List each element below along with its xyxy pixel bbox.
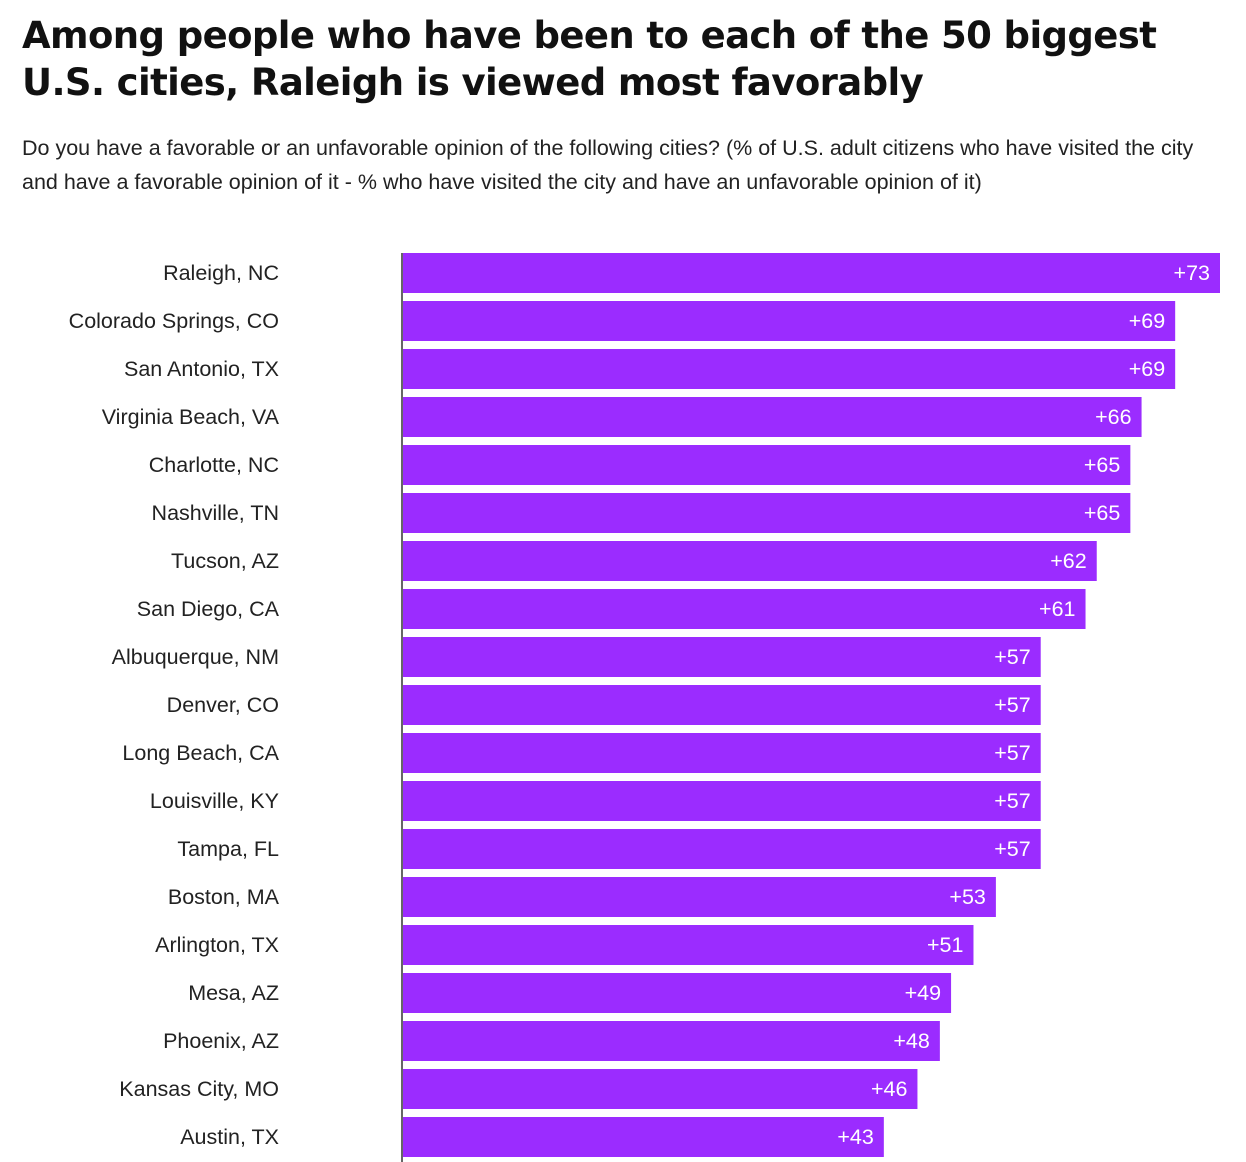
bar-row: Boston, MA +53 (168, 877, 996, 917)
category-label: Albuquerque, NM (112, 645, 279, 669)
bar-value-label: +57 (994, 693, 1030, 717)
bar-value-label: +57 (994, 837, 1030, 861)
bar (403, 253, 1220, 293)
bar (403, 493, 1131, 533)
category-label: Phoenix, AZ (163, 1029, 279, 1053)
chart-title: Among people who have been to each of th… (22, 14, 1157, 104)
bar-value-label: +62 (1050, 549, 1086, 573)
bar-value-label: +69 (1129, 309, 1165, 333)
bar (403, 925, 974, 965)
bar (403, 397, 1142, 437)
category-label: Nashville, TN (152, 501, 279, 525)
bar-row: Albuquerque, NM +57 (112, 637, 1041, 677)
bar-value-label: +48 (893, 1029, 930, 1053)
bar-value-label: +57 (994, 789, 1030, 813)
bar (403, 877, 996, 917)
category-label: Virginia Beach, VA (102, 405, 280, 429)
bar-row: Raleigh, NC +73 (163, 253, 1220, 293)
category-label: San Diego, CA (137, 597, 280, 621)
bar-value-label: +69 (1129, 357, 1165, 381)
bar-value-label: +53 (949, 885, 986, 909)
bar (403, 301, 1176, 341)
category-label: Austin, TX (180, 1125, 279, 1149)
bar-value-label: +61 (1039, 597, 1075, 621)
bar (403, 1021, 940, 1061)
bar-row: San Diego, CA +61 (137, 589, 1086, 629)
category-label: Arlington, TX (155, 933, 279, 957)
bar-value-label: +46 (871, 1077, 908, 1101)
bar-row: Louisville, KY +57 (150, 781, 1041, 821)
bar-value-label: +65 (1084, 501, 1121, 525)
category-label: Colorado Springs, CO (69, 309, 279, 333)
category-label: Kansas City, MO (119, 1077, 279, 1101)
bar (403, 589, 1086, 629)
category-label: Boston, MA (168, 885, 280, 909)
category-label: Denver, CO (167, 693, 279, 717)
category-label: San Antonio, TX (124, 357, 279, 381)
bar (403, 541, 1097, 581)
category-label: Charlotte, NC (149, 453, 279, 477)
bar-row: Tampa, FL +57 (177, 829, 1041, 869)
bar-row: Phoenix, AZ +48 (163, 1021, 940, 1061)
category-label: Tucson, AZ (171, 549, 279, 573)
category-label: Mesa, AZ (188, 981, 279, 1005)
bar-value-label: +73 (1174, 261, 1211, 285)
bar-value-label: +65 (1084, 453, 1121, 477)
bar (403, 829, 1041, 869)
bar-row: Long Beach, CA +57 (122, 733, 1041, 773)
bar-value-label: +51 (927, 933, 963, 957)
bar-row: Denver, CO +57 (167, 685, 1041, 725)
bar-value-label: +57 (994, 645, 1030, 669)
bar-row: Arlington, TX +51 (155, 925, 974, 965)
bar (403, 637, 1041, 677)
bar (403, 781, 1041, 821)
bar-row: Kansas City, MO +46 (119, 1069, 918, 1109)
bar (403, 349, 1176, 389)
category-label: Tampa, FL (177, 837, 279, 861)
category-label: Raleigh, NC (163, 261, 279, 285)
bar (403, 1069, 918, 1109)
category-label: Long Beach, CA (122, 741, 279, 765)
bar-row: Charlotte, NC +65 (149, 445, 1131, 485)
bar-row: Tucson, AZ +62 (171, 541, 1097, 581)
bar (403, 973, 952, 1013)
bar-row: Austin, TX +43 (180, 1117, 884, 1157)
bar (403, 1117, 884, 1157)
bar-value-label: +43 (837, 1125, 874, 1149)
bar-row: Nashville, TN +65 (152, 493, 1131, 533)
bar (403, 733, 1041, 773)
bar-value-label: +57 (994, 741, 1030, 765)
bar (403, 685, 1041, 725)
bar-row: Virginia Beach, VA +66 (102, 397, 1142, 437)
bar-row: San Antonio, TX +69 (124, 349, 1176, 389)
category-label: Louisville, KY (150, 789, 279, 813)
bar-row: Colorado Springs, CO +69 (69, 301, 1176, 341)
bar-row: Mesa, AZ +49 (188, 973, 952, 1013)
chart-subtitle: Do you have a favorable or an unfavorabl… (22, 136, 1194, 194)
bar (403, 445, 1131, 485)
bar-value-label: +66 (1095, 405, 1132, 429)
bar-value-label: +49 (905, 981, 941, 1005)
